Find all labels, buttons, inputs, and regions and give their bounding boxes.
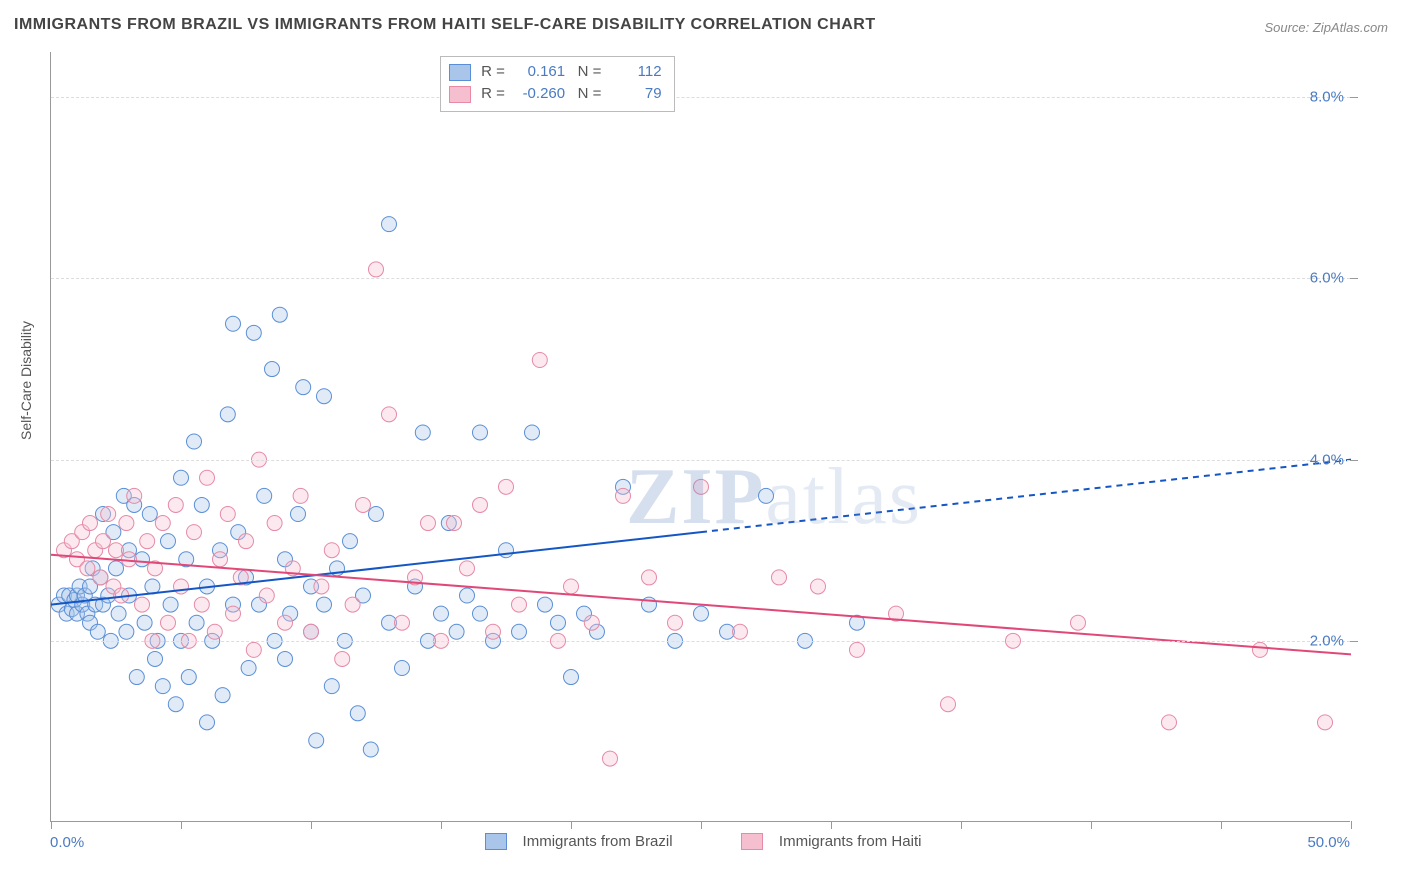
y-axis-label: Self-Care Disability xyxy=(18,321,34,440)
source-attribution: Source: ZipAtlas.com xyxy=(1264,20,1388,35)
swatch-brazil xyxy=(449,64,471,81)
regression-stats-legend: R = 0.161 N = 112 R = -0.260 N = 79 xyxy=(440,56,675,112)
r-value-brazil: 0.161 xyxy=(509,61,565,83)
swatch-haiti xyxy=(449,86,471,103)
n-label: N = xyxy=(578,63,602,80)
r-label: R = xyxy=(481,85,505,102)
stats-row-brazil: R = 0.161 N = 112 xyxy=(449,61,662,83)
swatch-brazil xyxy=(485,833,507,850)
swatch-haiti xyxy=(741,833,763,850)
series-legend: Immigrants from Brazil Immigrants from H… xyxy=(0,832,1406,850)
plot-area: ZIPatlas 2.0%4.0%6.0%8.0% xyxy=(50,52,1350,822)
legend-label-brazil: Immigrants from Brazil xyxy=(523,833,673,850)
n-label: N = xyxy=(578,85,602,102)
chart-title: IMMIGRANTS FROM BRAZIL VS IMMIGRANTS FRO… xyxy=(14,16,876,34)
legend-label-haiti: Immigrants from Haiti xyxy=(779,833,922,850)
chart-container: IMMIGRANTS FROM BRAZIL VS IMMIGRANTS FRO… xyxy=(0,0,1406,892)
stats-row-haiti: R = -0.260 N = 79 xyxy=(449,83,662,105)
r-label: R = xyxy=(481,63,505,80)
r-value-haiti: -0.260 xyxy=(509,83,565,105)
n-value-brazil: 112 xyxy=(606,61,662,83)
n-value-haiti: 79 xyxy=(606,83,662,105)
scatter-svg xyxy=(51,52,1351,822)
